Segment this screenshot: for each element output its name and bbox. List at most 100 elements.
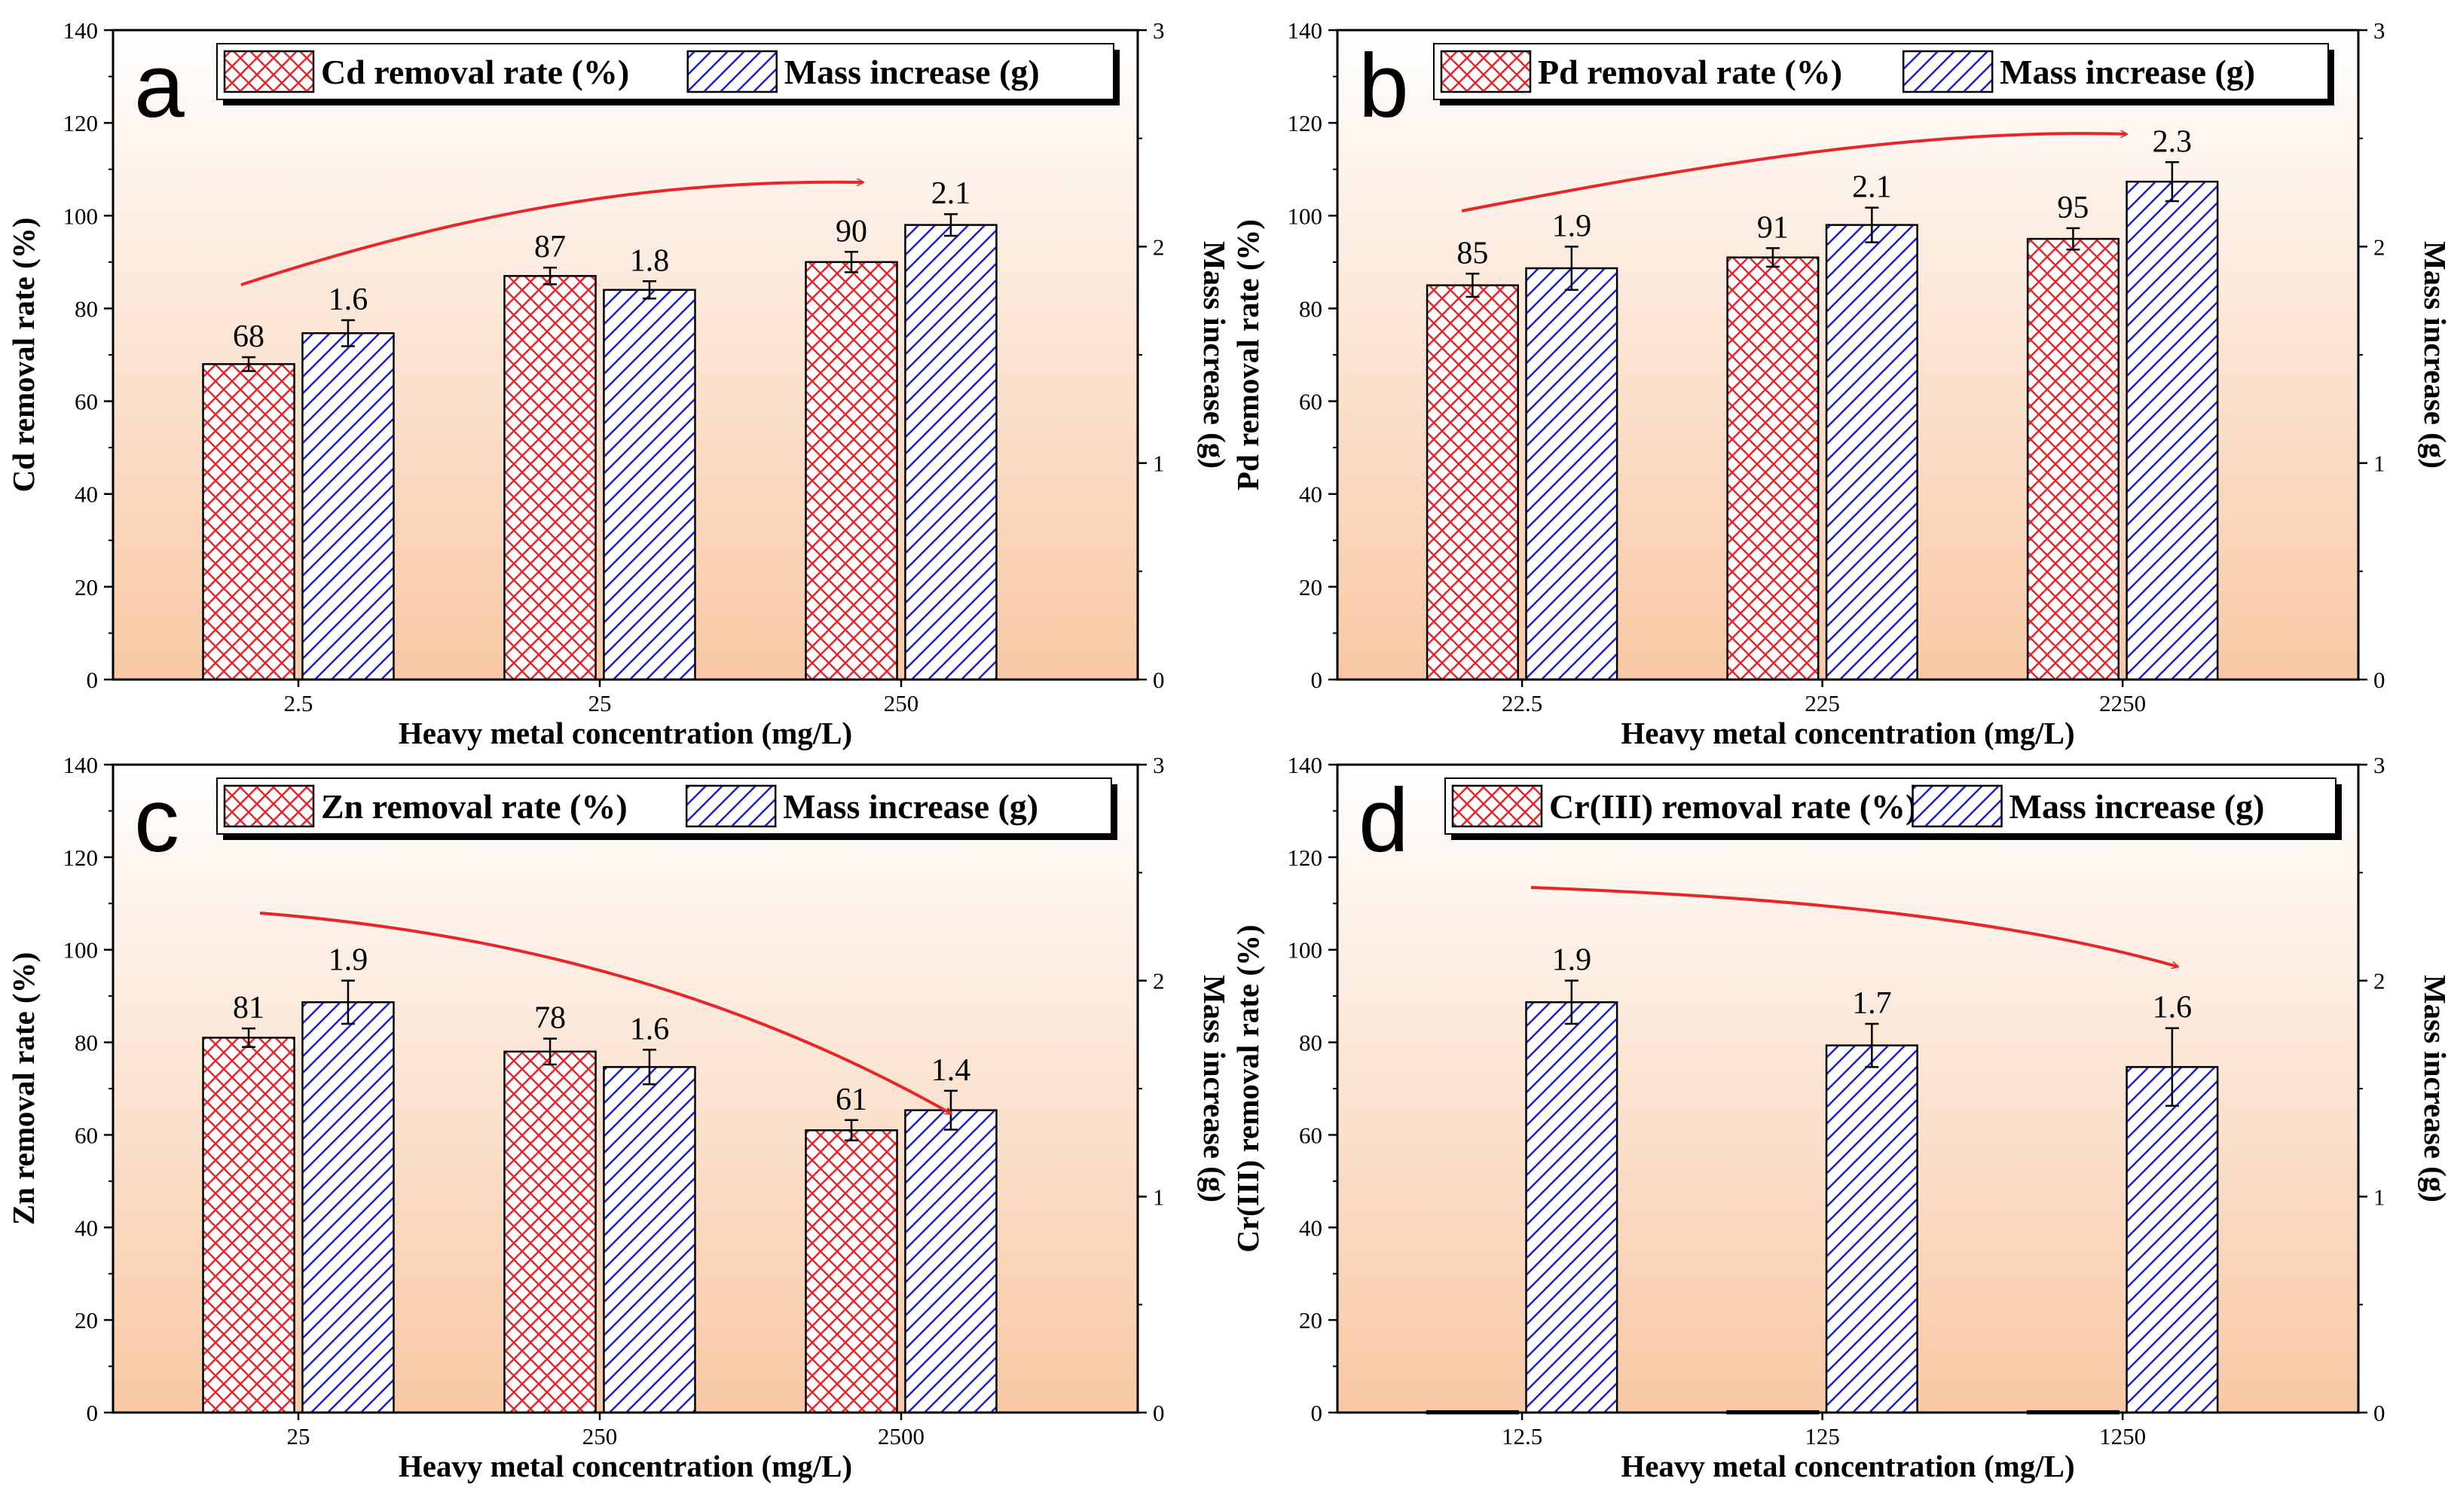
legend-box [1444, 777, 2336, 835]
legend-swatch-removal [1451, 784, 1543, 828]
x-tick-label: 22.5 [1502, 690, 1542, 716]
y-left-tick-label: 20 [1299, 1307, 1322, 1333]
y-left-tick-label: 20 [75, 574, 98, 600]
y-left-tick-label: 100 [63, 937, 99, 964]
removal-data-label: 78 [534, 1001, 566, 1036]
trend-arrow [259, 912, 951, 1113]
trend-arrow [240, 182, 863, 286]
x-tick-label: 12.5 [1502, 1423, 1542, 1449]
panel-letter: b [1358, 35, 1409, 136]
y-right-tick-label: 2 [1153, 968, 1165, 994]
y-left-tick-label: 80 [1299, 295, 1322, 322]
y-left-tick-label: 140 [63, 752, 99, 778]
legend-label-mass: Mass increase (g) [783, 787, 1038, 826]
legend-box [216, 777, 1112, 835]
legend-label-mass: Mass increase (g) [784, 53, 1040, 91]
y-left-tick-label: 100 [1288, 203, 1323, 229]
legend-swatch-mass [686, 50, 778, 93]
y-right-tick-label: 1 [1153, 1184, 1165, 1210]
y-left-axis-title: Cr(III) removal rate (%) [1230, 924, 1265, 1252]
legend-label-removal: Cd removal rate (%) [321, 53, 629, 91]
y-right-axis-title: Mass increase (g) [2418, 241, 2448, 469]
y-left-tick-label: 120 [63, 110, 99, 136]
y-right-tick-label: 3 [2373, 17, 2385, 44]
legend-label-removal: Zn removal rate (%) [321, 787, 628, 826]
legend: Pd removal rate (%) Mass increase (g) [1433, 43, 2334, 105]
mass-data-label: 2.1 [931, 176, 971, 211]
mass-data-label: 1.9 [329, 943, 368, 978]
removal-bar [805, 1129, 898, 1414]
y-left-tick-label: 120 [1288, 845, 1323, 871]
x-tick-label: 250 [582, 1423, 618, 1449]
y-right-tick-label: 3 [1153, 17, 1165, 44]
y-right-tick-label: 0 [2373, 667, 2385, 693]
removal-data-label: 90 [836, 214, 867, 249]
y-right-axis-title: Mass increase (g) [1197, 975, 1232, 1202]
legend: Cr(III) removal rate (%) Mass increase (g… [1444, 777, 2342, 840]
x-tick-label: 1250 [2099, 1423, 2146, 1449]
x-tick-label: 250 [884, 690, 919, 716]
y-left-tick-label: 20 [75, 1307, 98, 1333]
y-left-tick-label: 80 [75, 1030, 98, 1056]
mass-bar [2126, 1066, 2219, 1414]
y-right-tick-label: 1 [1153, 451, 1165, 477]
y-right-tick-label: 2 [2373, 968, 2385, 994]
mass-bar [1825, 224, 1918, 681]
legend-label-removal: Cr(III) removal rate (%) [1549, 787, 1917, 826]
y-right-tick-label: 3 [1153, 752, 1165, 778]
x-axis-title: Heavy metal concentration (mg/L) [399, 1449, 852, 1483]
removal-data-label: 85 [1456, 236, 1488, 270]
mass-data-label: 1.4 [931, 1053, 971, 1088]
y-left-tick-label: 0 [87, 1400, 99, 1426]
y-right-tick-label: 0 [1153, 667, 1165, 693]
removal-bar [202, 1037, 295, 1414]
removal-data-label: 95 [2057, 191, 2089, 225]
y-left-tick-label: 0 [87, 667, 99, 693]
x-axis-title: Heavy metal concentration (mg/L) [399, 716, 852, 750]
x-tick-label: 2250 [2099, 690, 2146, 716]
legend-label-removal: Pd removal rate (%) [1538, 53, 1842, 91]
x-axis-title: Heavy metal concentration (mg/L) [1621, 716, 2074, 750]
y-left-tick-label: 60 [75, 1122, 98, 1148]
y-right-tick-label: 0 [2373, 1400, 2385, 1426]
mass-bar [904, 224, 998, 681]
y-left-tick-label: 80 [75, 295, 98, 322]
removal-bar [805, 261, 898, 681]
legend-label-mass: Mass increase (g) [2009, 787, 2265, 826]
y-left-axis-title: Zn removal rate (%) [6, 952, 41, 1225]
legend-swatch-removal [223, 50, 315, 93]
y-right-tick-label: 0 [1153, 1400, 1165, 1426]
y-left-tick-label: 40 [75, 481, 98, 508]
legend-swatch-mass [685, 784, 777, 828]
y-left-tick-label: 0 [1311, 667, 1323, 693]
mass-data-label: 1.6 [630, 1012, 670, 1046]
y-left-tick-label: 140 [1288, 752, 1323, 778]
panel-letter: d [1358, 770, 1409, 871]
y-left-tick-label: 20 [1299, 574, 1322, 600]
y-left-tick-label: 0 [1311, 1400, 1323, 1426]
legend-label-mass: Mass increase (g) [2000, 53, 2255, 91]
trend-arrow [1461, 133, 2126, 212]
mass-data-label: 1.6 [329, 283, 368, 317]
y-left-tick-label: 40 [1299, 1214, 1322, 1241]
removal-data-label: 68 [233, 319, 264, 354]
x-axis-title: Heavy metal concentration (mg/L) [1621, 1449, 2074, 1483]
mass-bar [1525, 267, 1618, 681]
y-right-tick-label: 3 [2373, 752, 2385, 778]
y-right-axis-title: Mass increase (g) [2418, 975, 2448, 1202]
x-tick-label: 225 [1805, 690, 1840, 716]
legend-swatch-mass [1902, 50, 1994, 93]
panel-letter: a [134, 35, 185, 136]
removal-bar [2026, 237, 2119, 681]
y-left-tick-label: 80 [1299, 1030, 1322, 1056]
y-left-tick-label: 140 [63, 17, 99, 44]
removal-data-label: 61 [836, 1083, 867, 1117]
y-left-axis-title: Cd removal rate (%) [6, 218, 41, 493]
y-left-tick-label: 120 [63, 845, 99, 871]
legend-box [1433, 43, 2329, 100]
removal-bar [1726, 256, 1820, 681]
mass-data-label: 1.9 [1552, 209, 1592, 243]
y-right-axis-title: Mass increase (g) [1197, 241, 1232, 469]
